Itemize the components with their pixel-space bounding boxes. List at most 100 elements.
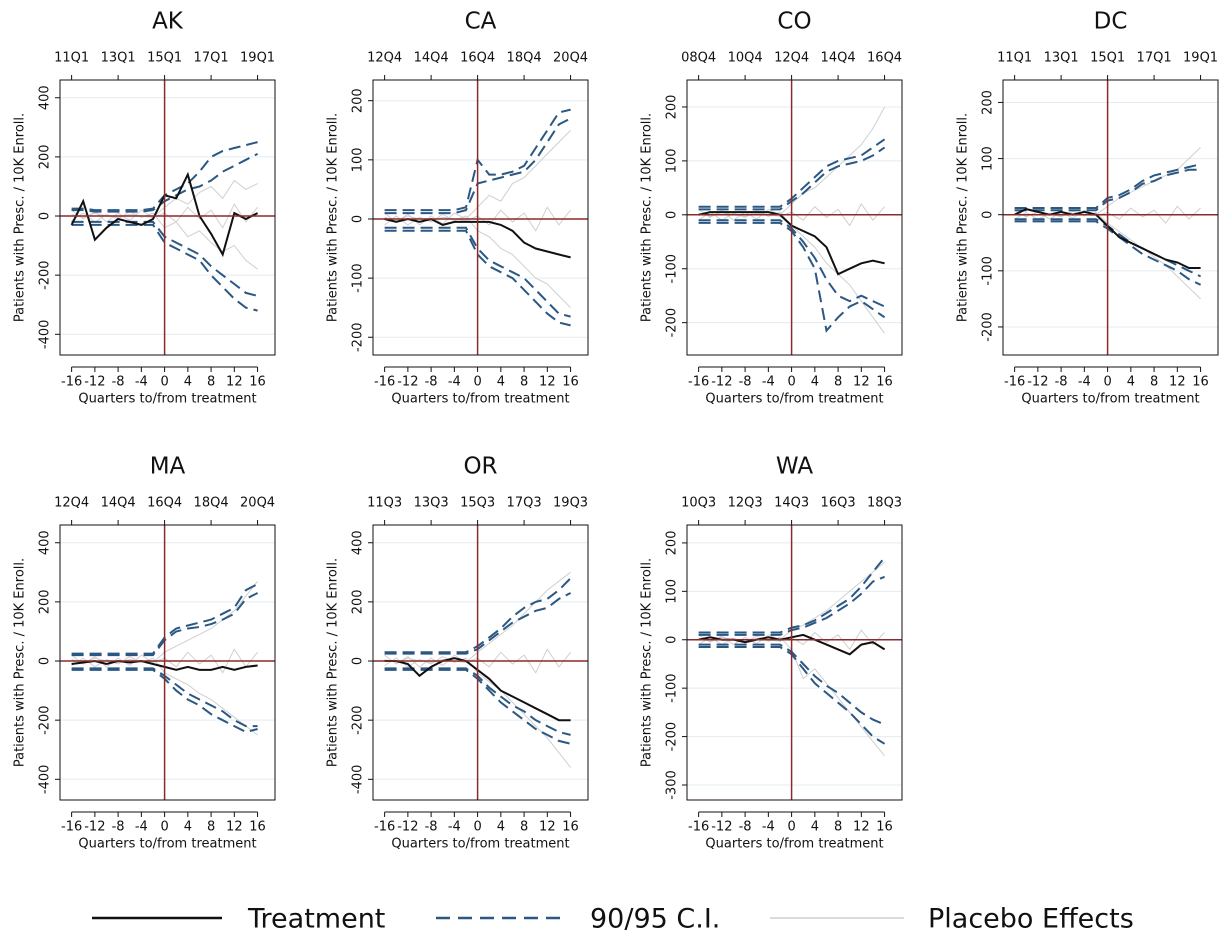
panel: DC -200 -100 0 100 200 Patients with Presc. / …	[956, 9, 1219, 407]
y-tick-label: 200	[38, 144, 53, 169]
plot-frame	[372, 524, 589, 801]
x-tick-label: 12	[226, 820, 243, 835]
x-tick-label: -8	[112, 820, 125, 835]
x2-tick-label: 14Q4	[414, 51, 449, 66]
y-tick-label: 100	[665, 148, 680, 173]
y-axis-label: Patients with Presc. / 10K Enroll.	[640, 558, 655, 767]
panel: WA -300 -200 -100 0 100 200 Patients with Presc…	[640, 454, 903, 852]
x-tick-label: 8	[834, 820, 842, 835]
y-tick-label: 400	[38, 530, 53, 555]
y-axis-label: Patients with Presc. / 10K Enroll.	[13, 113, 28, 322]
x2-tick-label: 11Q1	[54, 51, 89, 66]
x-tick-label: 0	[160, 820, 168, 835]
x-tick-label: 4	[184, 375, 192, 390]
panel-title: OR	[463, 454, 497, 480]
y-tick-label: 200	[665, 530, 680, 555]
x2-tick-label: 20Q4	[240, 496, 275, 511]
x-tick-label: 8	[1150, 375, 1158, 390]
x-tick-label: 12	[539, 375, 556, 390]
x-tick-label: -4	[135, 375, 148, 390]
x-tick-label: 0	[1103, 375, 1111, 390]
x-tick-label: -12	[397, 820, 418, 835]
legend-label: Placebo Effects	[928, 904, 1134, 935]
x-tick-label: -4	[448, 820, 461, 835]
y-tick-label: 0	[981, 211, 996, 219]
y-tick-label: -400	[38, 765, 53, 795]
x2-tick-label: 19Q1	[1183, 51, 1218, 66]
x-tick-label: -12	[711, 820, 732, 835]
x-tick-label: 16	[1192, 375, 1209, 390]
y-tick-label: 200	[981, 90, 996, 115]
x2-tick-label: 13Q3	[414, 496, 449, 511]
panel-title: DC	[1094, 9, 1128, 35]
x-tick-label: -4	[448, 375, 461, 390]
x-tick-label: 16	[562, 820, 579, 835]
x2-tick-label: 10Q4	[728, 51, 763, 66]
x2-tick-label: 13Q1	[101, 51, 136, 66]
y-axis-label: Patients with Presc. / 10K Enroll.	[326, 113, 341, 322]
y-tick-label: -100	[665, 673, 680, 703]
y-tick-label: 200	[665, 95, 680, 120]
x-tick-label: -12	[397, 375, 418, 390]
y-tick-label: -400	[38, 320, 53, 350]
x-axis-label: Quarters to/from treatment	[705, 392, 883, 407]
legend-label: Treatment	[247, 904, 385, 935]
y-tick-label: 100	[351, 147, 366, 172]
panel: CA -200 -100 0 100 200 Patients with Presc. / …	[326, 9, 589, 407]
x2-tick-label: 20Q4	[553, 51, 588, 66]
legend-label: 90/95 C.I.	[590, 904, 720, 935]
x-tick-label: -8	[739, 820, 752, 835]
x-tick-label: 4	[1127, 375, 1135, 390]
panel-title: CO	[777, 9, 811, 35]
ci-line	[384, 226, 571, 318]
x-tick-label: 12	[539, 820, 556, 835]
legend: Treatment 90/95 C.I. Placebo Effects	[92, 904, 1134, 935]
panel: AK -400 -200 0 200 400 Patients with Presc. / …	[13, 9, 276, 407]
y-tick-label: 400	[351, 530, 366, 555]
x-axis-label: Quarters to/from treatment	[78, 392, 256, 407]
x2-tick-label: 12Q4	[774, 51, 809, 66]
x-tick-label: -12	[84, 375, 105, 390]
x2-tick-label: 18Q3	[867, 496, 902, 511]
x2-tick-label: 08Q4	[681, 51, 716, 66]
y-tick-label: 0	[351, 215, 366, 223]
x-tick-label: 8	[207, 375, 215, 390]
x-tick-label: -16	[374, 820, 395, 835]
x-axis-label: Quarters to/from treatment	[391, 392, 569, 407]
x-tick-label: -16	[61, 375, 82, 390]
x2-tick-label: 19Q1	[240, 51, 275, 66]
y-tick-label: -200	[665, 308, 680, 338]
x-tick-label: -16	[61, 820, 82, 835]
x2-tick-label: 12Q4	[54, 496, 89, 511]
x2-tick-label: 15Q3	[460, 496, 495, 511]
x-tick-label: -4	[135, 820, 148, 835]
y-tick-label: 200	[351, 589, 366, 614]
x-tick-label: -12	[1027, 375, 1048, 390]
ci-line	[384, 229, 571, 327]
x-tick-label: -8	[739, 375, 752, 390]
x-tick-label: 12	[1169, 375, 1186, 390]
y-tick-label: 0	[38, 212, 53, 220]
x-tick-label: -16	[374, 375, 395, 390]
y-tick-label: 0	[665, 636, 680, 644]
plot-frame	[1002, 79, 1219, 356]
x-tick-label: 4	[497, 375, 505, 390]
y-tick-label: -100	[665, 254, 680, 284]
x2-tick-label: 10Q3	[681, 496, 716, 511]
x-tick-label: -4	[762, 820, 775, 835]
y-tick-label: -400	[351, 765, 366, 795]
x-axis-label: Quarters to/from treatment	[1021, 392, 1199, 407]
y-tick-label: -200	[981, 312, 996, 342]
x-tick-label: 8	[520, 375, 528, 390]
x2-tick-label: 11Q3	[367, 496, 402, 511]
y-axis-label: Patients with Presc. / 10K Enroll.	[13, 558, 28, 767]
x-tick-label: 0	[787, 820, 795, 835]
panel: CO -200 -100 0 100 200 Patients with Presc. / …	[640, 9, 903, 407]
y-axis-label: Patients with Presc. / 10K Enroll.	[956, 113, 971, 322]
x2-tick-label: 12Q4	[367, 51, 402, 66]
x2-tick-label: 16Q4	[147, 496, 182, 511]
x-axis-label: Quarters to/from treatment	[78, 837, 256, 852]
y-tick-label: 0	[38, 657, 53, 665]
x-tick-label: -12	[84, 820, 105, 835]
x2-tick-label: 14Q3	[774, 496, 809, 511]
